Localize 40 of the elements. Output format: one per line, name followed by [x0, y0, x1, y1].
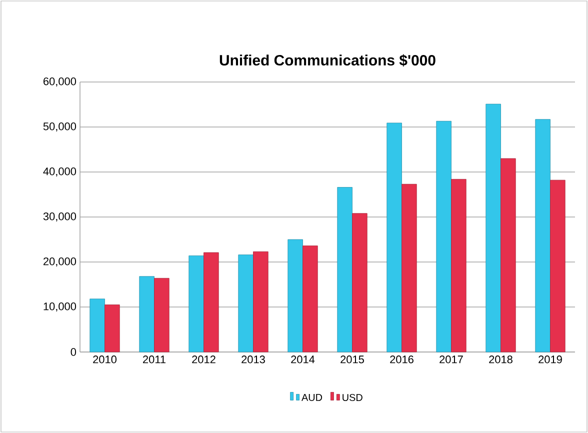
x-tick-label: 2012	[192, 356, 216, 364]
bar	[90, 298, 105, 352]
x-tick-label: 2019	[538, 356, 562, 364]
bar	[535, 119, 550, 352]
chart-title: Unified Communications $'000	[220, 54, 436, 67]
y-tick-label: 40,000	[43, 167, 76, 177]
x-tick-label: 2016	[390, 356, 414, 364]
bar	[436, 120, 452, 352]
y-tick-label: 30,000	[43, 212, 76, 222]
y-tick-label: 0	[70, 348, 76, 356]
bar	[337, 187, 352, 352]
legend-label: AUD	[302, 394, 322, 401]
legend-label: USD	[342, 394, 362, 402]
bar	[204, 252, 219, 352]
bar	[352, 213, 368, 352]
bar	[550, 180, 566, 352]
x-tick-label: 2018	[489, 356, 512, 364]
bar	[253, 251, 268, 352]
x-tick-label: 2013	[242, 356, 265, 364]
x-tick-label: 2011	[143, 356, 166, 364]
x-tick-label: 2014	[291, 356, 315, 364]
bar	[288, 239, 303, 352]
bar	[154, 278, 170, 352]
bar	[238, 254, 254, 352]
bar	[500, 158, 516, 352]
bar	[302, 246, 318, 352]
bar	[139, 276, 154, 352]
bar	[486, 104, 501, 352]
bar	[104, 304, 120, 352]
y-tick-label: 50,000	[43, 122, 76, 132]
bar	[402, 184, 417, 352]
bar	[386, 122, 402, 352]
x-tick-label: 2010	[93, 356, 116, 364]
x-tick-label: 2017	[440, 356, 463, 364]
y-tick-label: 60,000	[44, 77, 76, 87]
x-tick-label: 2015	[340, 356, 364, 364]
bar	[188, 256, 204, 352]
bar	[451, 179, 466, 352]
y-tick-label: 10,000	[44, 302, 76, 312]
y-tick-label: 20,000	[44, 257, 76, 267]
